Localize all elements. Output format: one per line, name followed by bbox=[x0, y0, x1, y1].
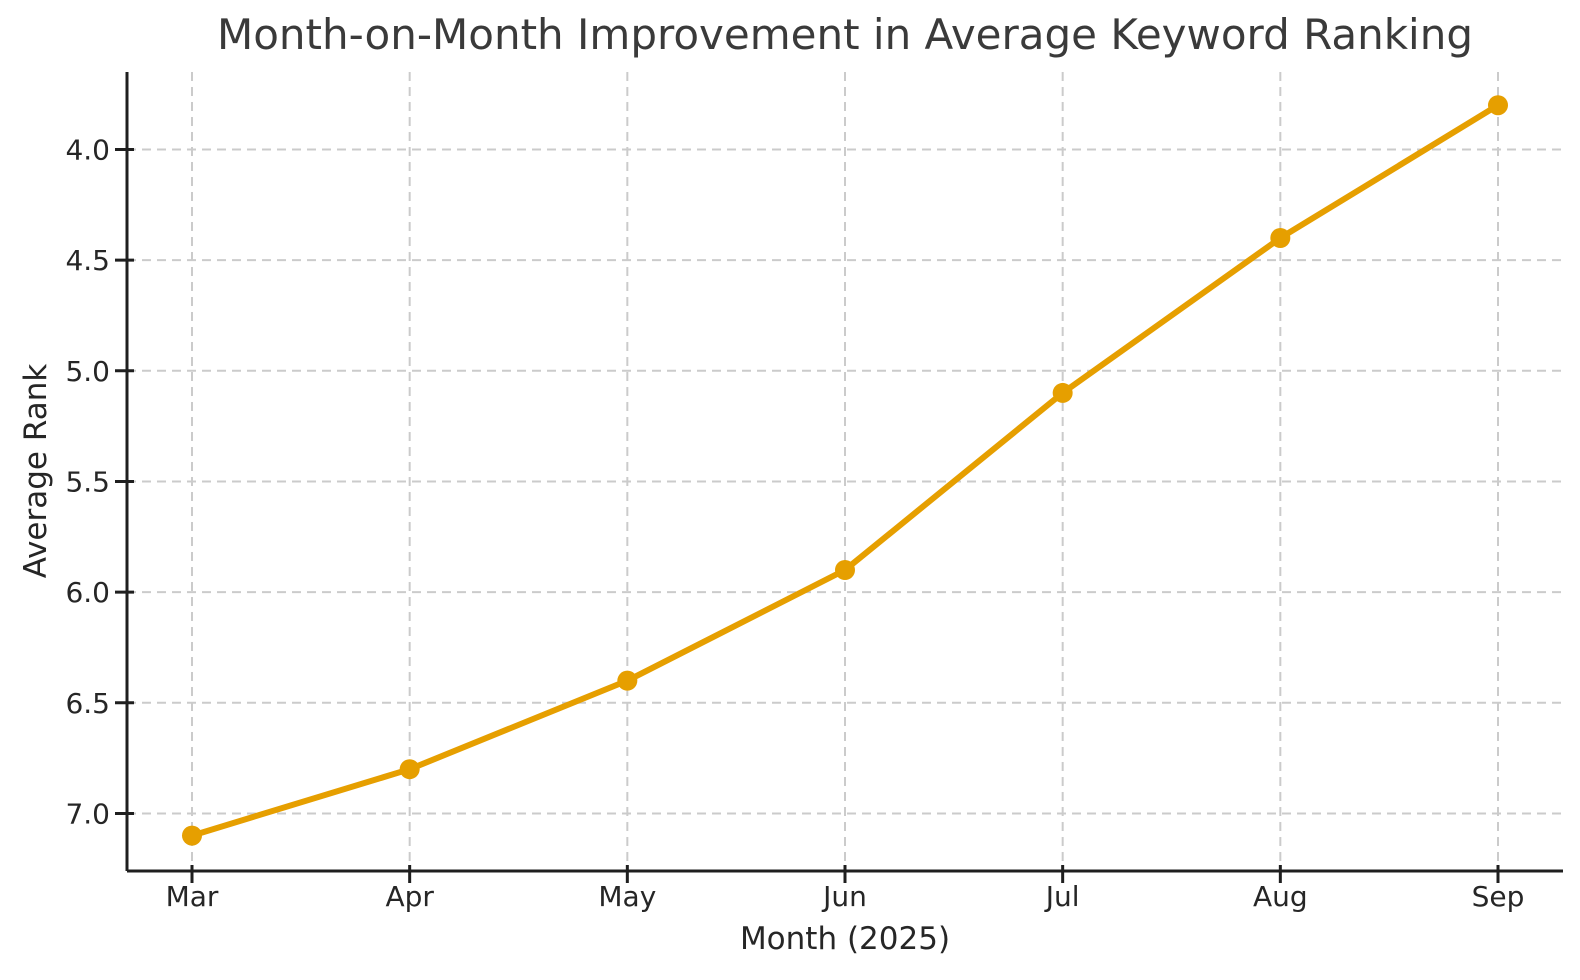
y-tick-label: 6.5 bbox=[65, 687, 110, 720]
x-tick-label: May bbox=[598, 880, 656, 913]
x-tick-label: Sep bbox=[1472, 880, 1525, 913]
x-axis-label: Month (2025) bbox=[739, 921, 951, 957]
y-tick-label: 4.0 bbox=[65, 133, 110, 166]
y-tick-label: 5.0 bbox=[65, 355, 110, 388]
data-point-may bbox=[617, 670, 638, 691]
x-tick-label: Mar bbox=[166, 880, 219, 913]
y-tick-label: 5.5 bbox=[65, 465, 110, 498]
y-tick-label: 6.0 bbox=[65, 576, 110, 609]
y-tick-label: 7.0 bbox=[65, 797, 110, 830]
data-point-mar bbox=[182, 825, 202, 846]
data-point-jul bbox=[1052, 382, 1073, 403]
y-axis-label: Average Rank bbox=[18, 363, 54, 579]
y-tick-label: 4.5 bbox=[65, 244, 110, 277]
x-tick-label: Aug bbox=[1253, 880, 1308, 913]
data-point-aug bbox=[1270, 227, 1291, 248]
x-tick-label: Apr bbox=[385, 880, 434, 913]
x-tick-label: Jun bbox=[821, 880, 867, 913]
data-point-apr bbox=[399, 759, 420, 780]
x-tick-label: Jul bbox=[1044, 880, 1080, 913]
chart-title: Month-on-Month Improvement in Average Ke… bbox=[216, 10, 1473, 59]
data-point-jun bbox=[835, 559, 855, 580]
data-point-sep bbox=[1488, 95, 1508, 116]
